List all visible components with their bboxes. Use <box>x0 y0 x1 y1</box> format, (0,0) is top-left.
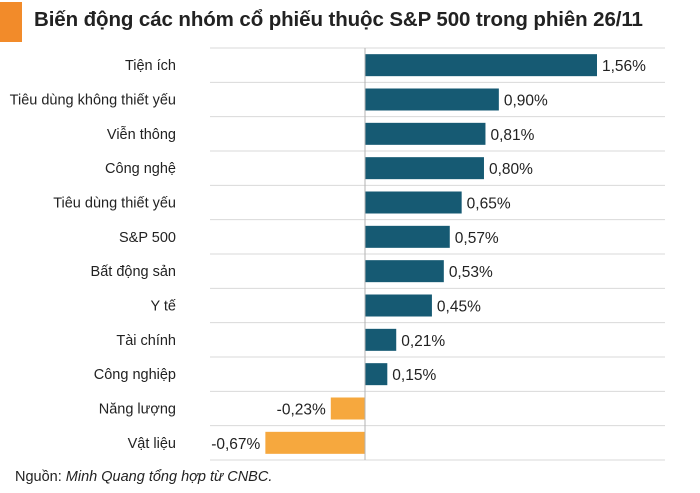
value-label: 0,21% <box>401 333 445 350</box>
bars <box>265 54 597 454</box>
value-label: 0,45% <box>437 299 481 316</box>
category-label: Năng lượng <box>99 402 176 418</box>
bar <box>365 157 484 180</box>
value-label: 0,81% <box>490 127 534 144</box>
bar <box>365 294 432 317</box>
value-label: 0,53% <box>449 264 493 281</box>
bar <box>330 397 365 420</box>
value-label: 1,56% <box>602 58 646 75</box>
source-footnote: Nguồn: Minh Quang tổng hợp từ CNBC. <box>15 469 272 485</box>
value-label: -0,67% <box>211 436 260 453</box>
value-label: 0,80% <box>489 161 533 178</box>
bar <box>365 328 397 351</box>
value-label: -0,23% <box>277 402 326 419</box>
grid-lines <box>210 47 665 461</box>
category-label: Vật liệu <box>128 436 176 452</box>
bar <box>365 363 388 386</box>
category-label: Tiêu dùng thiết yếu <box>53 196 176 212</box>
bar <box>365 88 499 111</box>
source-text: Minh Quang tổng hợp từ CNBC. <box>65 469 273 485</box>
value-label: 0,15% <box>392 367 436 384</box>
category-label: Bất động sản <box>91 264 176 280</box>
category-label: Công nghiệp <box>94 367 176 383</box>
category-label: Tiện ích <box>125 58 176 74</box>
labels: Tiện ích 1,56% Tiêu dùng không thiết yếu 0,… <box>10 58 647 453</box>
value-label: 0,57% <box>455 230 499 247</box>
category-label: S&P 500 <box>119 230 176 246</box>
category-label: Tài chính <box>116 333 176 349</box>
value-label: 0,65% <box>467 196 511 213</box>
bar <box>365 260 444 283</box>
value-label: 0,90% <box>504 93 548 110</box>
bar <box>365 191 462 214</box>
source-prefix: Nguồn: <box>15 469 66 485</box>
category-label: Tiêu dùng không thiết yếu <box>10 93 176 109</box>
category-label: Y tế <box>150 299 176 315</box>
bar <box>265 431 365 454</box>
title-accent-bar <box>0 2 22 42</box>
category-label: Công nghệ <box>105 161 176 177</box>
bar <box>365 54 597 77</box>
category-label: Viễn thông <box>107 126 176 143</box>
bar <box>365 225 450 248</box>
bar <box>365 122 486 145</box>
chart-title: Biến động các nhóm cổ phiếu thuộc S&P 50… <box>34 8 643 31</box>
